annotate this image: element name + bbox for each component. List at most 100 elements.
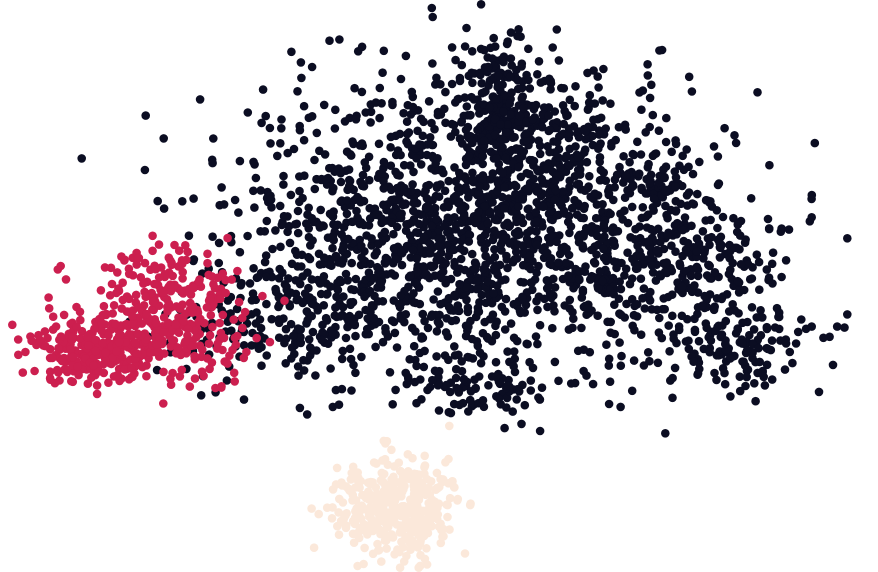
data-point	[159, 313, 169, 322]
data-point	[661, 429, 670, 438]
data-point	[451, 373, 461, 383]
data-point	[176, 350, 185, 360]
data-point	[127, 364, 136, 373]
data-point	[661, 137, 671, 147]
data-point	[460, 549, 470, 558]
data-point	[282, 285, 292, 295]
data-point	[343, 322, 352, 332]
data-point	[360, 543, 369, 553]
data-point	[175, 304, 185, 314]
data-point	[490, 226, 499, 235]
data-point	[512, 217, 521, 227]
data-point	[13, 350, 23, 360]
data-point	[704, 260, 713, 270]
data-point	[481, 87, 490, 96]
data-point	[632, 300, 642, 309]
data-point	[619, 152, 628, 161]
data-point	[735, 386, 745, 396]
data-point	[398, 200, 408, 209]
data-point	[380, 227, 390, 237]
data-point	[273, 151, 282, 161]
data-point	[526, 386, 536, 395]
data-point	[427, 140, 437, 150]
data-point	[613, 226, 623, 236]
data-point	[387, 218, 397, 228]
data-point	[438, 267, 448, 277]
data-point	[266, 195, 276, 204]
data-point	[178, 197, 187, 206]
data-point	[583, 303, 593, 313]
data-point	[715, 253, 725, 262]
data-point	[440, 186, 450, 196]
data-point	[194, 317, 203, 327]
data-point	[498, 168, 508, 178]
data-point	[791, 339, 801, 348]
data-point	[317, 335, 327, 345]
data-point	[717, 330, 727, 339]
data-point	[348, 472, 357, 482]
data-point	[308, 236, 317, 245]
data-point	[580, 126, 590, 136]
data-point	[450, 290, 459, 300]
data-point	[369, 313, 379, 323]
data-point	[491, 321, 500, 331]
data-point	[111, 319, 120, 329]
data-point	[451, 364, 461, 374]
data-point	[134, 253, 144, 263]
data-point	[503, 263, 512, 273]
data-point	[422, 560, 432, 569]
data-point	[319, 253, 329, 262]
data-point	[304, 283, 313, 293]
data-point	[232, 304, 242, 314]
data-point	[447, 316, 457, 326]
data-point	[434, 192, 444, 201]
data-point	[483, 219, 493, 228]
data-point	[151, 264, 161, 274]
data-point	[606, 328, 615, 338]
data-point	[440, 221, 449, 231]
data-point	[371, 342, 380, 352]
data-point	[517, 94, 527, 103]
data-point	[517, 419, 526, 429]
data-point	[625, 157, 634, 167]
data-point	[461, 174, 470, 183]
data-point	[391, 255, 401, 264]
data-point	[500, 182, 509, 192]
data-point	[503, 37, 512, 46]
data-point	[190, 374, 200, 383]
data-point	[687, 87, 697, 96]
data-point	[470, 375, 479, 385]
data-point	[463, 307, 473, 317]
data-point	[468, 354, 478, 363]
data-point	[302, 219, 311, 228]
data-point	[409, 503, 419, 513]
data-point	[638, 203, 648, 212]
data-point	[390, 550, 399, 559]
data-point	[351, 331, 360, 341]
data-point	[475, 182, 484, 191]
data-point	[525, 212, 534, 221]
data-point	[418, 309, 428, 319]
data-point	[291, 220, 300, 229]
data-point	[467, 334, 477, 344]
data-point	[690, 314, 699, 324]
data-point	[430, 366, 440, 376]
data-point	[500, 423, 509, 433]
data-point	[357, 139, 367, 148]
data-point	[184, 231, 194, 240]
data-point	[565, 295, 575, 305]
data-point	[729, 213, 738, 223]
data-point	[311, 371, 320, 380]
data-point	[738, 318, 747, 328]
data-point	[394, 458, 404, 468]
data-point	[519, 147, 529, 156]
data-point	[598, 96, 607, 105]
data-point	[344, 181, 354, 191]
data-point	[315, 223, 325, 232]
data-point	[473, 284, 482, 293]
data-point	[639, 284, 649, 293]
data-point	[434, 234, 443, 243]
data-point	[562, 151, 571, 161]
data-point	[767, 375, 777, 384]
data-point	[604, 361, 614, 370]
